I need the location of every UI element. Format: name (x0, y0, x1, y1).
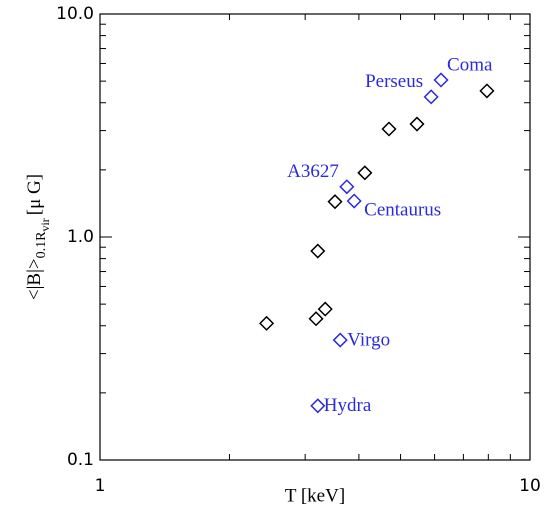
marker (433, 72, 449, 88)
marker (409, 116, 425, 132)
y-label-unit: [μ G] (24, 174, 45, 215)
plot-frame (99, 13, 531, 461)
marker (310, 398, 326, 414)
marker (381, 121, 397, 137)
point-label: Coma (447, 54, 493, 75)
marker (317, 301, 333, 317)
x-tick-label: 10 (519, 476, 541, 496)
marker (308, 311, 324, 327)
marker (346, 193, 362, 209)
y-label-sub: 0.1R (34, 231, 49, 259)
point-label: Perseus (365, 71, 423, 92)
y-label-subsub: vir (38, 218, 52, 231)
marker (327, 194, 343, 210)
y-axis-label: <|B|>0.1Rvir [μ G] (24, 174, 51, 300)
x-tick-label: 1 (95, 476, 106, 496)
marker (332, 332, 348, 348)
point-label: Centaurus (364, 199, 441, 220)
y-tick-label: 10.0 (56, 4, 94, 24)
point-label: Hydra (324, 395, 372, 416)
y-tick-label: 0.1 (67, 450, 94, 470)
marker (310, 243, 326, 259)
marker (259, 315, 275, 331)
marker (339, 179, 355, 195)
x-axis-label: T [keV] (285, 485, 345, 506)
marker (357, 165, 373, 181)
y-tick-label: 1.0 (67, 227, 94, 247)
point-label: Virgo (347, 329, 390, 350)
point-label: A3627 (287, 161, 339, 182)
marker (423, 89, 439, 105)
marker (479, 83, 495, 99)
y-label-main: <|B|> (24, 258, 45, 300)
